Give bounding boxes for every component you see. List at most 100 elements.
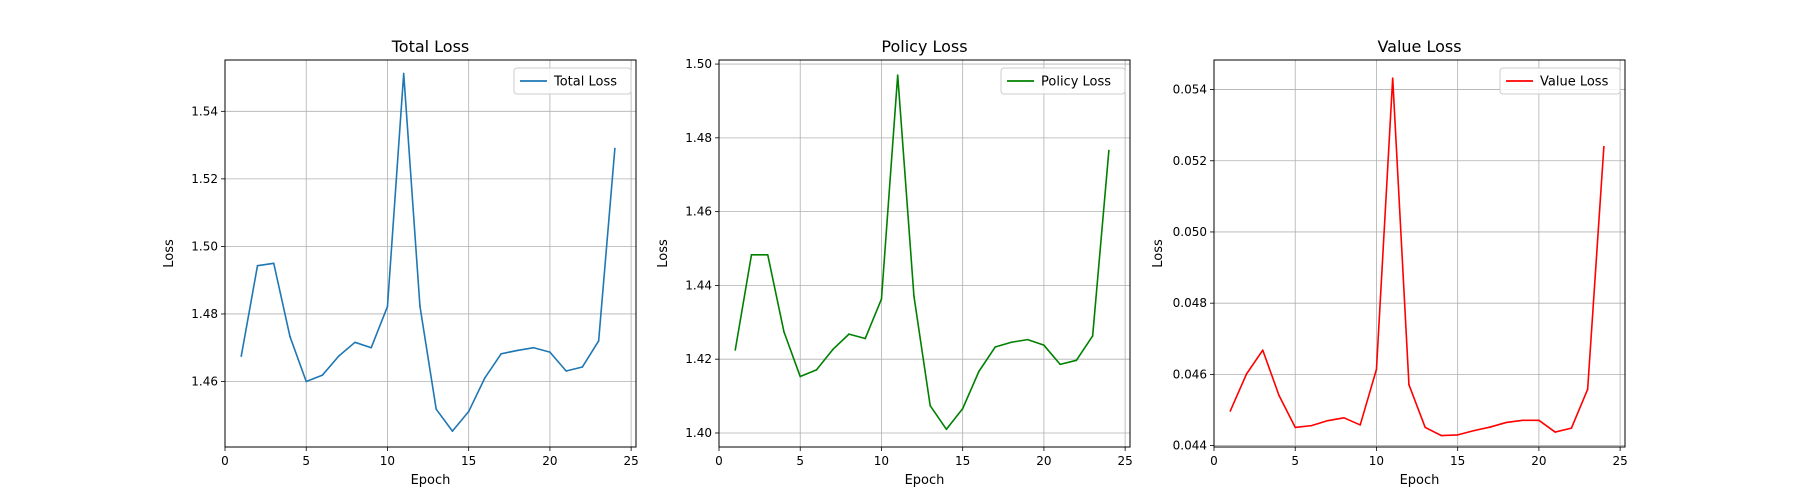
value-loss-data-point bbox=[1408, 383, 1410, 386]
policy-loss-data-point bbox=[880, 298, 883, 300]
policy-loss-ytick-label: 1.46 bbox=[685, 205, 712, 219]
policy-loss-yaxis-label: Loss bbox=[656, 239, 671, 268]
value-loss-data-point bbox=[1294, 426, 1297, 429]
value-loss-data-point bbox=[1603, 145, 1605, 148]
policy-loss-xtick-label: 0 bbox=[715, 454, 723, 468]
policy-loss-data-point bbox=[978, 370, 980, 373]
total-loss-data-point bbox=[597, 340, 600, 342]
total-loss-legend: Total Loss bbox=[513, 67, 632, 95]
policy-loss-data-point bbox=[1026, 338, 1029, 341]
total-loss-data-point bbox=[419, 305, 421, 307]
value-loss-data-point bbox=[1391, 77, 1394, 79]
total-loss-ytick-label: 1.52 bbox=[191, 172, 218, 186]
policy-loss-data-point bbox=[1043, 344, 1045, 346]
total-loss-ytick-label: 1.48 bbox=[191, 307, 218, 321]
value-loss-data-point bbox=[1489, 426, 1491, 428]
total-loss-data-point bbox=[337, 355, 340, 357]
policy-loss-axes-frame bbox=[718, 59, 1131, 448]
policy-loss-data-point bbox=[783, 331, 785, 333]
policy-loss-data-point bbox=[929, 404, 931, 407]
total-loss-data-point bbox=[402, 72, 405, 75]
value-loss-data-point bbox=[1456, 434, 1459, 436]
policy-loss-data-point bbox=[1059, 363, 1061, 366]
policy-loss-ytick-label: 1.42 bbox=[685, 352, 712, 366]
total-loss-xtick-label: 0 bbox=[221, 454, 229, 468]
total-loss-xtick-label: 10 bbox=[380, 454, 395, 468]
policy-loss-panel: 0 5 10 15 20 25 1.40 1.42 1.44 1.46 1.48 1.50 Policy… bbox=[656, 37, 1133, 488]
total-loss-data-point bbox=[467, 410, 470, 413]
policy-loss-legend: Policy Loss bbox=[1000, 67, 1126, 95]
total-loss-data-point bbox=[370, 346, 373, 349]
total-loss-xtick-label: 20 bbox=[542, 454, 557, 468]
total-loss-data-point bbox=[256, 264, 259, 267]
value-loss-data-point bbox=[1343, 417, 1345, 419]
policy-loss-data-point bbox=[815, 369, 818, 371]
value-loss-data-point bbox=[1310, 424, 1313, 427]
policy-loss-xtick-label: 5 bbox=[796, 454, 804, 468]
value-loss-xtick-label: 20 bbox=[1531, 454, 1546, 468]
value-loss-data-point bbox=[1229, 410, 1232, 412]
value-loss-legend-label: Value Loss bbox=[1540, 75, 1609, 90]
value-loss-data-point bbox=[1538, 419, 1540, 422]
total-loss-data-point bbox=[289, 335, 291, 338]
policy-loss-xtick-label: 25 bbox=[1117, 454, 1132, 468]
value-loss-data-point bbox=[1424, 426, 1426, 429]
total-loss-data-point bbox=[305, 380, 308, 383]
total-loss-data-point bbox=[614, 147, 616, 150]
policy-loss-xtick-label: 15 bbox=[955, 454, 970, 468]
total-loss-xtick-label: 5 bbox=[302, 454, 310, 468]
value-loss-xaxis-label: Epoch bbox=[1400, 473, 1440, 488]
total-loss-data-point bbox=[451, 430, 454, 432]
value-loss-legend-box bbox=[1499, 67, 1621, 95]
value-loss-xtick-label: 0 bbox=[1210, 454, 1218, 468]
policy-loss-data-point bbox=[799, 375, 802, 378]
policy-loss-xtick-label: 20 bbox=[1036, 454, 1051, 468]
total-loss-data-point bbox=[386, 305, 389, 308]
total-loss-data-point bbox=[321, 374, 324, 376]
total-loss-xtick-label: 15 bbox=[461, 454, 476, 468]
value-loss-title: Value Loss bbox=[1377, 37, 1461, 56]
policy-loss-data-point bbox=[750, 253, 753, 256]
value-loss-panel: 0 5 10 15 20 25 0.044 0.046 0.048 0.050 0.052 0.054… bbox=[1151, 37, 1628, 488]
policy-loss-legend-box bbox=[1000, 67, 1126, 95]
value-loss-legend: Value Loss bbox=[1499, 67, 1621, 95]
value-loss-data-point bbox=[1440, 434, 1443, 437]
policy-loss-series-line bbox=[734, 74, 1110, 431]
policy-loss-data-point bbox=[961, 407, 964, 410]
value-loss-data-point bbox=[1570, 427, 1573, 429]
policy-loss-data-point bbox=[1108, 149, 1110, 152]
policy-loss-data-point bbox=[1010, 341, 1013, 344]
value-loss-xtick-label: 15 bbox=[1450, 454, 1465, 468]
policy-loss-data-point bbox=[848, 333, 850, 335]
total-loss-data-point bbox=[354, 341, 356, 344]
policy-loss-data-point bbox=[831, 348, 834, 351]
value-loss-data-point bbox=[1261, 349, 1264, 351]
value-loss-data-point bbox=[1521, 419, 1524, 422]
policy-loss-data-point bbox=[864, 337, 867, 340]
total-loss-data-point bbox=[272, 262, 275, 265]
value-loss-ytick-label: 0.052 bbox=[1173, 154, 1207, 168]
total-loss-axes-frame bbox=[224, 59, 637, 448]
total-loss-panel: 0 5 10 15 20 25 1.46 1.48 1.50 1.52 1.54 Total Loss… bbox=[162, 37, 639, 488]
value-loss-data-point bbox=[1326, 419, 1329, 422]
policy-loss-xaxis-label: Epoch bbox=[905, 473, 945, 488]
total-loss-data-point bbox=[240, 355, 243, 357]
value-loss-data-point bbox=[1505, 421, 1508, 424]
value-loss-xtick-label: 5 bbox=[1291, 454, 1299, 468]
total-loss-yaxis-label: Loss bbox=[162, 239, 177, 268]
total-loss-data-point bbox=[581, 366, 584, 368]
value-loss-xtick-label: 10 bbox=[1369, 454, 1384, 468]
value-loss-yaxis-label: Loss bbox=[1151, 239, 1166, 268]
total-loss-data-point bbox=[549, 351, 551, 353]
policy-loss-data-point bbox=[1091, 335, 1094, 337]
total-loss-data-point bbox=[484, 376, 486, 379]
value-loss-data-point bbox=[1375, 368, 1378, 371]
total-loss-data-point bbox=[435, 408, 437, 410]
value-loss-series-line bbox=[1229, 77, 1605, 437]
total-loss-xtick-label: 25 bbox=[623, 454, 638, 468]
value-loss-ytick-label: 0.054 bbox=[1173, 83, 1207, 97]
value-loss-ytick-label: 0.050 bbox=[1173, 225, 1207, 239]
policy-loss-data-point bbox=[766, 253, 769, 256]
policy-loss-ytick-label: 1.50 bbox=[685, 57, 712, 71]
